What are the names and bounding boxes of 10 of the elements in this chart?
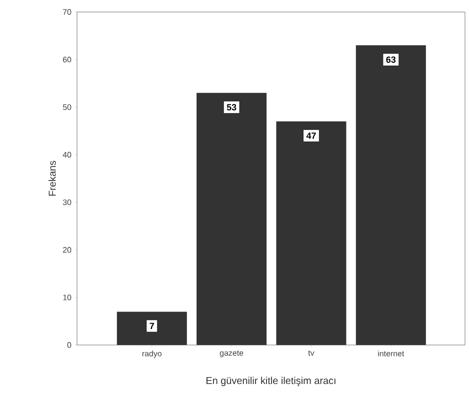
bar xyxy=(116,312,187,345)
bar xyxy=(276,121,346,345)
data-label: 47 xyxy=(306,132,316,139)
data-label: 7 xyxy=(150,322,154,330)
bar xyxy=(356,45,426,345)
y-axis-title: Frekans xyxy=(48,160,56,196)
data-label: 63 xyxy=(386,56,396,63)
x-axis-title: En güvenilir kitle iletişim aracı xyxy=(206,376,336,386)
bar xyxy=(196,92,267,345)
data-label: 53 xyxy=(226,104,236,110)
